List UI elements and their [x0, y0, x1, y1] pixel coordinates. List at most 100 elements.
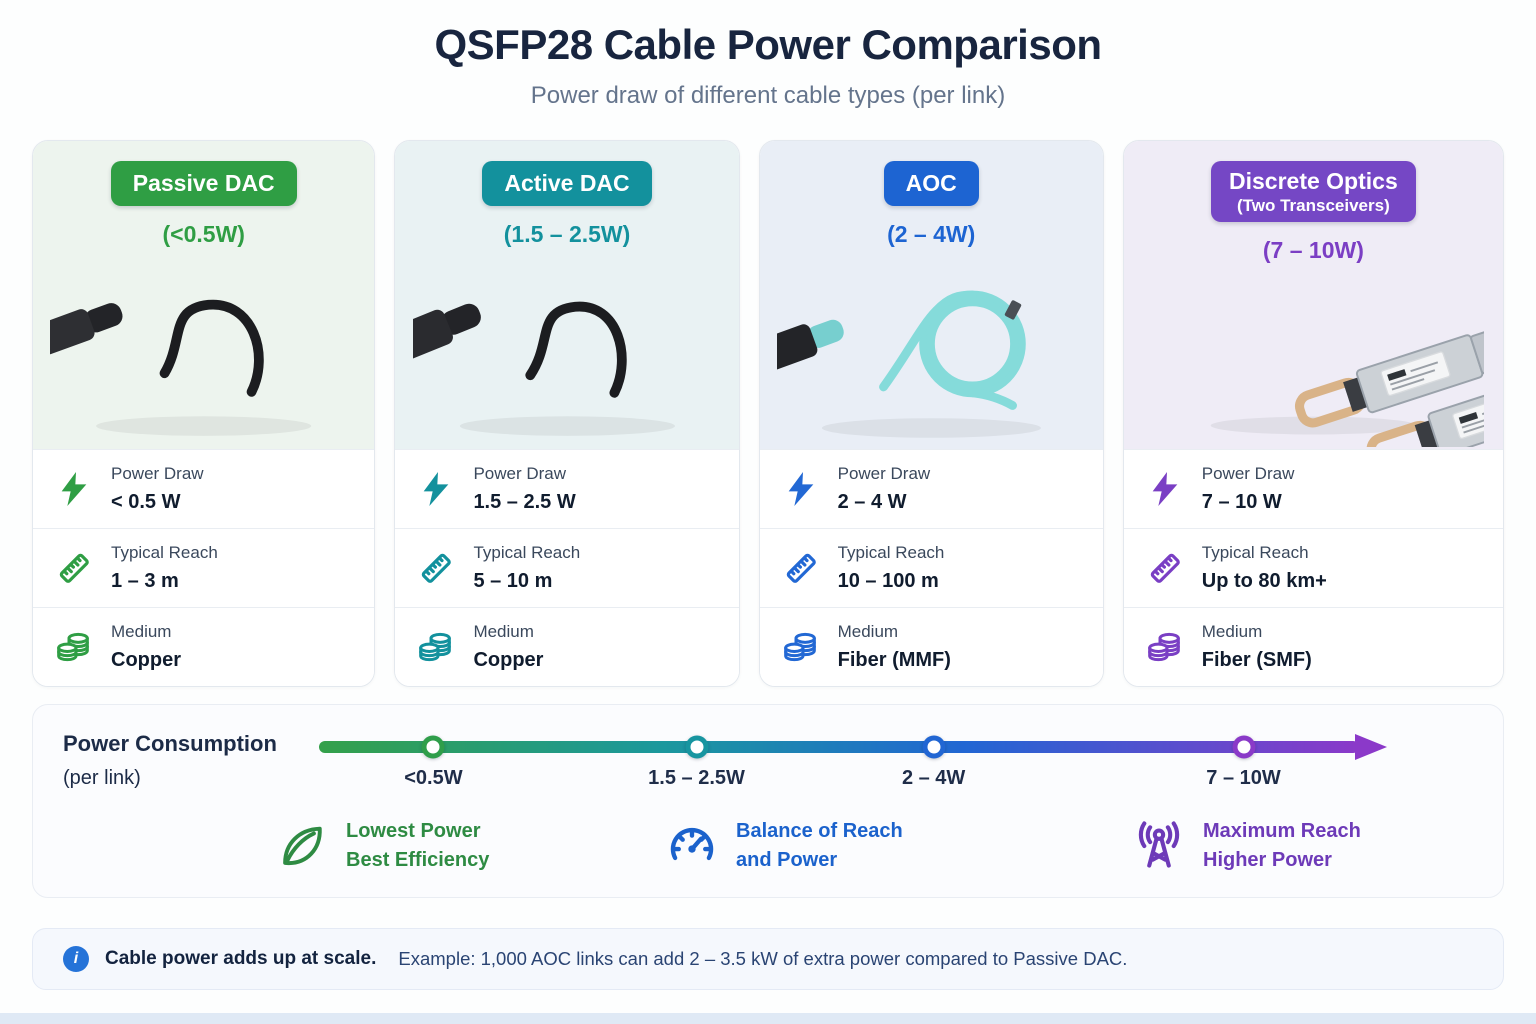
lightning-icon [409, 469, 463, 509]
passive-dac-reach-row: Typical Reach 1 – 3 m [33, 528, 375, 608]
ruler-icon [47, 548, 101, 588]
card-passive-dac-badge: Passive DAC [110, 161, 297, 206]
spec-label: Power Draw [1201, 464, 1295, 484]
bottom-accent-strip [0, 1013, 1536, 1024]
gauge-icon [666, 820, 718, 872]
spec-label: Power Draw [111, 464, 204, 484]
scale-tick-label: 7 – 10W [1206, 767, 1281, 790]
spec-value: < 0.5 W [111, 490, 181, 513]
power-consumption-scale-panel: Power Consumption (per link) <0.5W 1.5 –… [32, 704, 1504, 899]
callout-lowest-power: Lowest Power Best Efficiency [276, 817, 489, 875]
card-aoc-badge: AOC [883, 161, 979, 206]
spec-label: Medium [1201, 622, 1263, 642]
callout-line-2: Higher Power [1203, 849, 1332, 872]
scale-tick-label: 2 – 4W [901, 767, 966, 790]
card-aoc: AOC (2 – 4W) Power Draw 2 – 4 W [758, 140, 1104, 688]
spec-label: Medium [837, 622, 899, 642]
cable-type-cards: Passive DAC (<0.5W) Power Draw < 0.5 W T… [0, 140, 1536, 688]
lightning-icon [1138, 469, 1192, 509]
info-note-bold: Cable power adds up at scale. [105, 948, 377, 970]
scale-title: Power Consumption [63, 731, 277, 757]
lightning-icon [774, 469, 828, 509]
card-aoc-range: (2 – 4W) [887, 220, 976, 247]
spec-value: 1.5 – 2.5 W [473, 490, 576, 513]
scale-marker-optics [1232, 735, 1256, 759]
info-note-text: Example: 1,000 AOC links can add 2 – 3.5… [398, 948, 1128, 970]
callout-line-1: Balance of Reach [736, 820, 903, 843]
card-active-dac-range: (1.5 – 2.5W) [503, 220, 631, 247]
coins-icon [1138, 627, 1192, 667]
coins-icon [47, 627, 101, 667]
scale-tick-label: 1.5 – 2.5W [648, 767, 745, 790]
spec-value: Up to 80 km+ [1201, 569, 1327, 592]
scale-marker-aoc [922, 735, 946, 759]
spec-label: Typical Reach [1201, 543, 1309, 563]
passive-dac-medium-row: Medium Copper [33, 607, 375, 687]
active-dac-medium-row: Medium Copper [395, 607, 739, 687]
active-dac-power-row: Power Draw 1.5 – 2.5 W [395, 449, 739, 529]
spec-value: Copper [473, 648, 544, 671]
ruler-icon [774, 548, 828, 588]
card-discrete-optics: Discrete Optics (Two Transceivers) (7 – … [1122, 140, 1504, 688]
spec-value: 2 – 4 W [837, 490, 907, 513]
ruler-icon [409, 548, 463, 588]
lightning-icon [47, 469, 101, 509]
badge-line-2: (Two Transceivers) [1237, 195, 1390, 215]
card-discrete-optics-badge: Discrete Optics (Two Transceivers) [1211, 161, 1416, 223]
card-discrete-optics-range: (7 – 10W) [1262, 237, 1364, 264]
ruler-icon [1138, 548, 1192, 588]
spec-value: 10 – 100 m [837, 569, 939, 592]
power-gradient-bar: <0.5W 1.5 – 2.5W 2 – 4W 7 – 10W [319, 735, 1359, 789]
callout-line-1: Lowest Power [346, 820, 481, 843]
scale-marker-active [685, 735, 709, 759]
spec-label: Power Draw [473, 464, 567, 484]
card-discrete-optics-hero: Discrete Optics (Two Transceivers) (7 – … [1123, 141, 1503, 450]
page-header: QSFP28 Cable Power Comparison Power draw… [0, 0, 1536, 110]
spec-label: Typical Reach [111, 543, 218, 563]
aoc-medium-row: Medium Fiber (MMF) [759, 607, 1103, 687]
aoc-power-row: Power Draw 2 – 4 W [759, 449, 1103, 529]
leaf-icon [276, 820, 328, 872]
scale-subtitle: (per link) [63, 767, 141, 790]
antenna-icon [1133, 820, 1185, 872]
passive-dac-cable-image [50, 252, 357, 448]
page-subtitle: Power draw of different cable types (per… [530, 82, 1006, 110]
scale-marker-passive [421, 735, 445, 759]
callout-balance: Balance of Reach and Power [666, 817, 903, 875]
coins-icon [774, 627, 828, 667]
aoc-reach-row: Typical Reach 10 – 100 m [759, 528, 1103, 608]
badge-line-1: Discrete Optics [1229, 168, 1398, 195]
card-active-dac-badge: Active DAC [482, 161, 652, 206]
spec-label: Medium [111, 622, 172, 642]
card-active-dac: Active DAC (1.5 – 2.5W) Power Draw 1.5 –… [394, 140, 740, 688]
spec-label: Power Draw [837, 464, 931, 484]
spec-value: Copper [111, 648, 181, 671]
callout-line-2: Best Efficiency [346, 849, 490, 872]
discrete-optics-transceivers-image [1210, 268, 1484, 447]
card-active-dac-hero: Active DAC (1.5 – 2.5W) [395, 141, 739, 450]
card-passive-dac-hero: Passive DAC (<0.5W) [33, 141, 375, 450]
discrete-optics-reach-row: Typical Reach Up to 80 km+ [1123, 528, 1503, 608]
callout-maximum-reach: Maximum Reach Higher Power [1133, 817, 1361, 875]
scale-tick-label: <0.5W [404, 767, 463, 790]
spec-label: Medium [473, 622, 534, 642]
info-note-bar: i Cable power adds up at scale. Example:… [32, 928, 1504, 991]
arrow-right-icon [1355, 734, 1387, 761]
card-passive-dac: Passive DAC (<0.5W) Power Draw < 0.5 W T… [32, 140, 376, 688]
page-title: QSFP28 Cable Power Comparison [434, 21, 1102, 68]
spec-label: Typical Reach [837, 543, 945, 563]
spec-value: Fiber (MMF) [837, 648, 951, 671]
card-passive-dac-range: (<0.5W) [162, 220, 245, 247]
discrete-optics-medium-row: Medium Fiber (SMF) [1123, 607, 1503, 687]
card-aoc-hero: AOC (2 – 4W) [759, 141, 1103, 450]
aoc-cable-image [776, 290, 1041, 438]
spec-value: Fiber (SMF) [1201, 648, 1312, 671]
scale-title-block: Power Consumption (per link) [63, 731, 277, 790]
callout-line-2: and Power [736, 849, 838, 872]
active-dac-reach-row: Typical Reach 5 – 10 m [395, 528, 739, 608]
spec-value: 1 – 3 m [111, 569, 179, 592]
spec-value: 5 – 10 m [473, 569, 553, 592]
spec-value: 7 – 10 W [1201, 490, 1282, 513]
coins-icon [409, 627, 463, 667]
passive-dac-power-row: Power Draw < 0.5 W [33, 449, 375, 529]
